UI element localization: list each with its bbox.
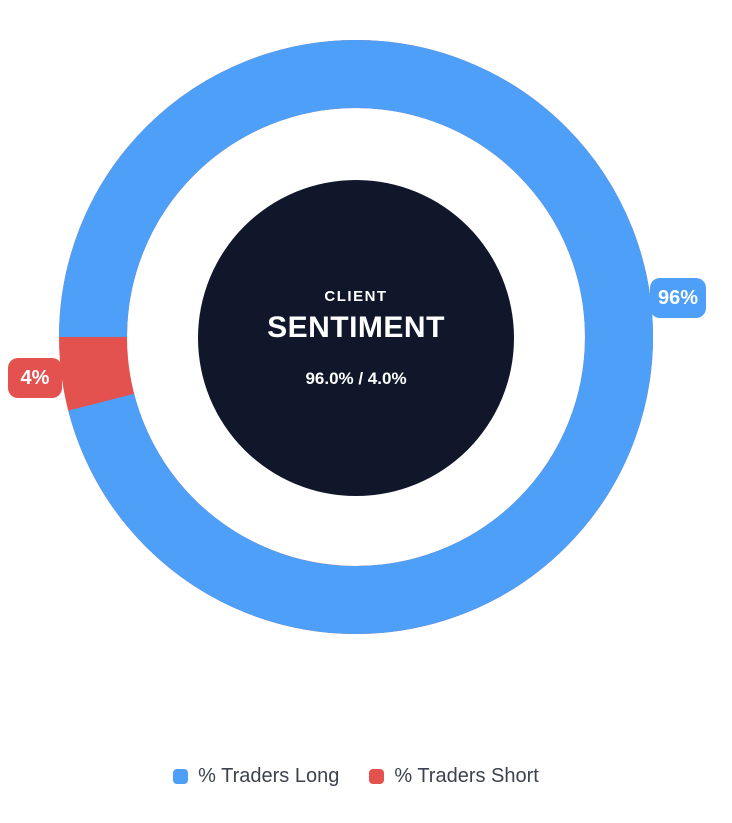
- center-ratio-value: 96.0% / 4.0%: [305, 369, 407, 388]
- short-percentage-badge: 4%: [8, 358, 62, 398]
- traders-short-swatch-icon: [369, 768, 385, 784]
- legend-label-traders-short: % Traders Short: [394, 765, 539, 787]
- legend-item-traders-long[interactable]: % Traders Long: [173, 763, 339, 789]
- donut-segment-long[interactable]: [59, 40, 653, 634]
- legend-label-traders-long: % Traders Long: [198, 765, 340, 787]
- chart-center-disc: CLIENT SENTIMENT 96.0% / 4.0%: [198, 180, 514, 496]
- traders-long-swatch-icon: [173, 768, 189, 784]
- long-percentage-badge: 96%: [650, 278, 706, 318]
- chart-legend: % Traders Long % Traders Short: [0, 763, 712, 789]
- center-title: CLIENT: [324, 288, 388, 305]
- legend-item-traders-short[interactable]: % Traders Short: [369, 763, 539, 789]
- center-heading: SENTIMENT: [267, 311, 445, 344]
- sentiment-donut-chart: [59, 40, 653, 634]
